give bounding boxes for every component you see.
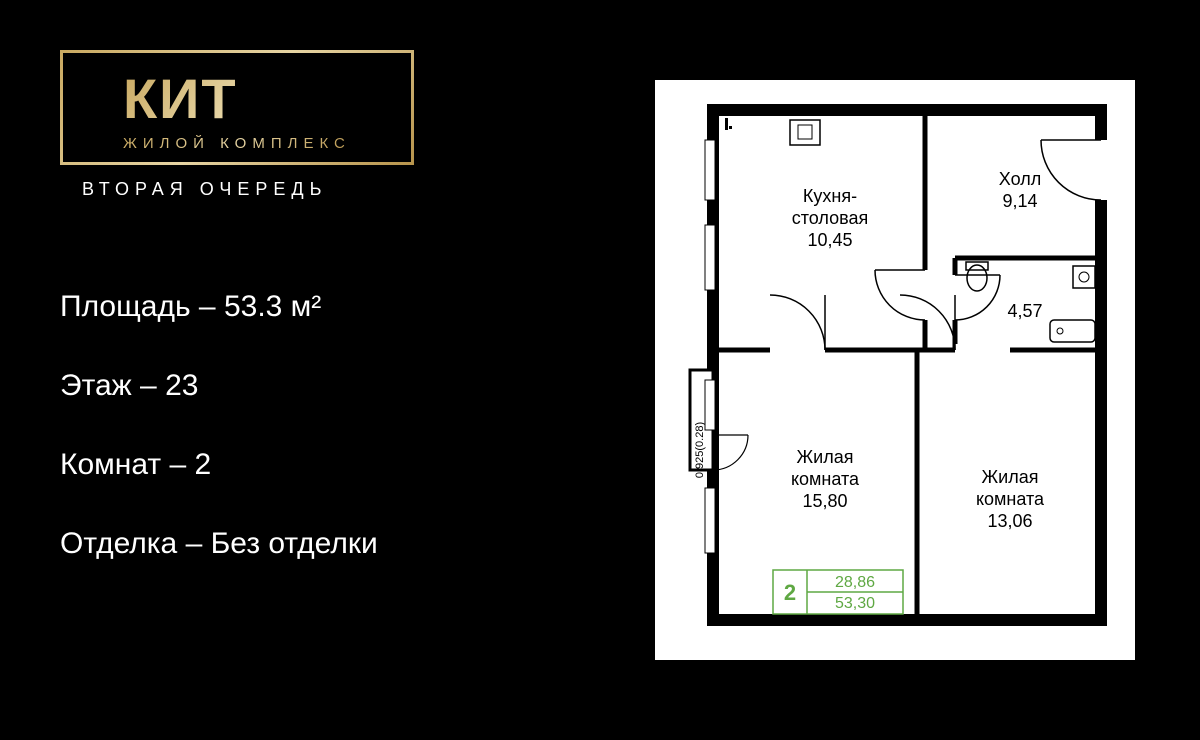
balcony-label: 0.925(0.28) (694, 422, 706, 478)
living1-name-1: Жилая (797, 447, 854, 467)
kitchen-name-1: Кухня- (803, 186, 857, 206)
spec-rooms: Комнат – 2 (60, 448, 580, 482)
window-3 (705, 488, 715, 553)
living1-area: 15,80 (802, 491, 847, 511)
summary-total: 53,30 (835, 595, 875, 612)
door-arc-4 (955, 275, 1000, 320)
bath-area: 4,57 (1007, 301, 1042, 321)
spec-finish: Отделка – Без отделки (60, 527, 580, 561)
living2-name-1: Жилая (982, 467, 1039, 487)
toilet-icon (967, 265, 987, 291)
kitchen-name-2: столовая (792, 208, 869, 228)
door-gap-living2 (955, 344, 1010, 356)
logo-block: КИТ жилой комплекс вторая очередь (60, 50, 580, 200)
logo-frame: КИТ жилой комплекс (60, 50, 414, 165)
fixture-dot-1 (725, 118, 728, 130)
door-arc-5 (1041, 140, 1101, 200)
door-arc-1 (770, 295, 825, 350)
washbasin-icon (1073, 266, 1095, 288)
living2-name-2: комната (976, 489, 1045, 509)
door-gap-kitchen (919, 270, 931, 320)
floorplan: Кухня- столовая 10,45 Холл 9,14 4,57 Жил… (655, 80, 1135, 660)
spec-list: Площадь – 53.3 м² Этаж – 23 Комнат – 2 О… (60, 290, 580, 561)
spec-floor: Этаж – 23 (60, 369, 580, 403)
info-panel: КИТ жилой комплекс вторая очередь Площад… (0, 0, 620, 740)
window-1 (705, 140, 715, 200)
summary-rooms: 2 (784, 580, 796, 605)
summary-living: 28,86 (835, 574, 875, 591)
floorplan-svg: Кухня- столовая 10,45 Холл 9,14 4,57 Жил… (655, 80, 1135, 660)
logo-subtitle-1: жилой комплекс (123, 135, 351, 152)
window-2 (705, 225, 715, 290)
hall-name: Холл (999, 169, 1041, 189)
spec-area: Площадь – 53.3 м² (60, 290, 580, 324)
sink-icon (790, 120, 820, 145)
floorplan-panel: Кухня- столовая 10,45 Холл 9,14 4,57 Жил… (620, 0, 1200, 740)
logo-title: КИТ (123, 71, 351, 127)
living2-area: 13,06 (987, 511, 1032, 531)
hall-area: 9,14 (1002, 191, 1037, 211)
outer-wall (713, 110, 1101, 620)
door-gap-entrance (1095, 140, 1107, 200)
balcony-window (705, 380, 715, 430)
kitchen-area: 10,45 (807, 230, 852, 250)
door-gap-living1 (770, 344, 825, 356)
logo-subtitle-2: вторая очередь (82, 179, 580, 200)
living1-name-2: комната (791, 469, 860, 489)
